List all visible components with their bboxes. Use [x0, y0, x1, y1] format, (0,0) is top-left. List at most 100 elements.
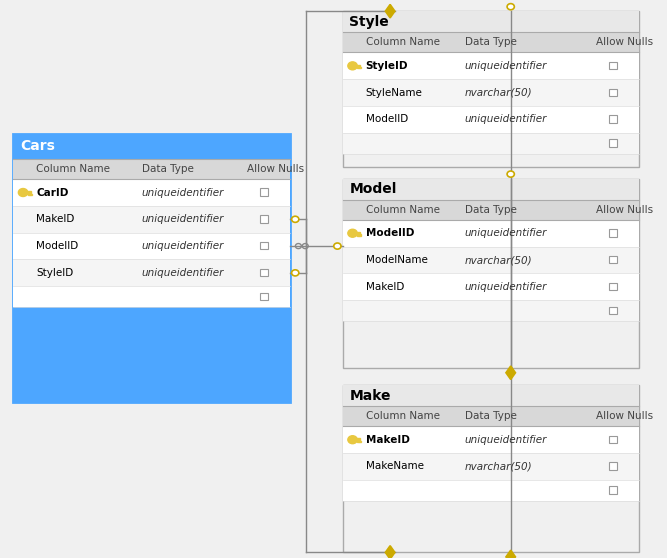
Polygon shape — [386, 546, 395, 558]
Text: ModelName: ModelName — [366, 255, 428, 265]
FancyBboxPatch shape — [13, 259, 290, 286]
Text: Allow Nulls: Allow Nulls — [247, 164, 304, 174]
Bar — [353, 232, 360, 234]
FancyBboxPatch shape — [343, 453, 639, 480]
Bar — [609, 140, 617, 147]
FancyBboxPatch shape — [343, 179, 639, 200]
Bar — [609, 436, 617, 443]
FancyBboxPatch shape — [13, 179, 290, 206]
Text: StyleID: StyleID — [366, 61, 408, 71]
FancyBboxPatch shape — [343, 52, 639, 79]
Text: Column Name: Column Name — [36, 164, 110, 174]
Text: uniqueidentifier: uniqueidentifier — [141, 214, 224, 224]
Circle shape — [348, 62, 358, 70]
Bar — [358, 234, 359, 236]
Bar — [609, 487, 617, 494]
Circle shape — [291, 217, 299, 223]
Polygon shape — [386, 4, 395, 18]
Bar — [360, 234, 361, 236]
Text: uniqueidentifier: uniqueidentifier — [465, 282, 547, 292]
Bar — [23, 191, 31, 194]
Text: nvarchar(50): nvarchar(50) — [465, 461, 532, 472]
Bar — [259, 293, 267, 300]
Circle shape — [507, 171, 514, 177]
Bar — [353, 65, 360, 67]
Bar — [358, 441, 359, 442]
Bar — [259, 269, 267, 276]
Text: Data Type: Data Type — [465, 37, 516, 47]
Text: uniqueidentifier: uniqueidentifier — [141, 268, 224, 278]
Text: Data Type: Data Type — [141, 164, 193, 174]
FancyBboxPatch shape — [343, 273, 639, 300]
Bar — [609, 256, 617, 263]
Text: Model: Model — [350, 182, 397, 196]
Text: Data Type: Data Type — [465, 411, 516, 421]
Text: Allow Nulls: Allow Nulls — [596, 205, 654, 215]
FancyBboxPatch shape — [343, 11, 639, 167]
Bar — [609, 229, 617, 237]
Circle shape — [348, 436, 358, 444]
Text: nvarchar(50): nvarchar(50) — [465, 255, 532, 265]
Text: ModelID: ModelID — [366, 228, 414, 238]
Bar — [360, 441, 361, 442]
FancyBboxPatch shape — [13, 134, 290, 402]
Text: MakeName: MakeName — [366, 461, 424, 472]
Bar — [609, 62, 617, 69]
Bar — [609, 463, 617, 470]
Bar — [353, 439, 360, 441]
Polygon shape — [506, 366, 516, 379]
FancyBboxPatch shape — [13, 159, 290, 179]
Bar — [609, 116, 617, 123]
Text: nvarchar(50): nvarchar(50) — [465, 88, 532, 98]
FancyBboxPatch shape — [343, 426, 639, 453]
Text: Cars: Cars — [20, 140, 55, 153]
Text: CarID: CarID — [36, 187, 69, 198]
Text: ModelID: ModelID — [366, 114, 408, 124]
Text: uniqueidentifier: uniqueidentifier — [465, 228, 547, 238]
Bar — [28, 194, 29, 195]
Text: MakeID: MakeID — [36, 214, 75, 224]
FancyBboxPatch shape — [343, 179, 639, 368]
Text: Column Name: Column Name — [366, 205, 440, 215]
FancyBboxPatch shape — [343, 300, 639, 321]
FancyBboxPatch shape — [343, 32, 639, 52]
Bar — [358, 67, 359, 69]
Circle shape — [507, 4, 514, 9]
Circle shape — [19, 189, 28, 196]
Bar — [609, 307, 617, 314]
FancyBboxPatch shape — [343, 220, 639, 247]
FancyBboxPatch shape — [343, 385, 639, 406]
FancyBboxPatch shape — [343, 480, 639, 501]
Text: uniqueidentifier: uniqueidentifier — [465, 435, 547, 445]
Bar — [259, 242, 267, 249]
FancyBboxPatch shape — [343, 385, 639, 552]
Text: Data Type: Data Type — [465, 205, 516, 215]
Text: Allow Nulls: Allow Nulls — [596, 411, 654, 421]
FancyBboxPatch shape — [343, 247, 639, 273]
FancyBboxPatch shape — [13, 206, 290, 233]
Text: MakeID: MakeID — [366, 435, 410, 445]
Bar — [259, 215, 267, 223]
FancyBboxPatch shape — [13, 233, 290, 259]
Text: Column Name: Column Name — [366, 411, 440, 421]
Bar — [609, 89, 617, 96]
Text: uniqueidentifier: uniqueidentifier — [141, 241, 224, 251]
Bar — [30, 194, 31, 195]
Text: StyleName: StyleName — [366, 88, 423, 98]
Text: MakeID: MakeID — [366, 282, 404, 292]
Text: Make: Make — [350, 388, 391, 403]
FancyBboxPatch shape — [343, 11, 639, 32]
Text: StyleID: StyleID — [36, 268, 73, 278]
Text: Column Name: Column Name — [366, 37, 440, 47]
Text: Style: Style — [350, 15, 389, 29]
Bar — [259, 189, 267, 196]
Circle shape — [334, 243, 341, 249]
Polygon shape — [506, 550, 516, 558]
Text: ModelID: ModelID — [36, 241, 79, 251]
FancyBboxPatch shape — [343, 406, 639, 426]
FancyBboxPatch shape — [343, 133, 639, 154]
FancyBboxPatch shape — [13, 134, 290, 159]
FancyBboxPatch shape — [343, 200, 639, 220]
Bar — [360, 67, 361, 69]
Text: uniqueidentifier: uniqueidentifier — [465, 61, 547, 71]
